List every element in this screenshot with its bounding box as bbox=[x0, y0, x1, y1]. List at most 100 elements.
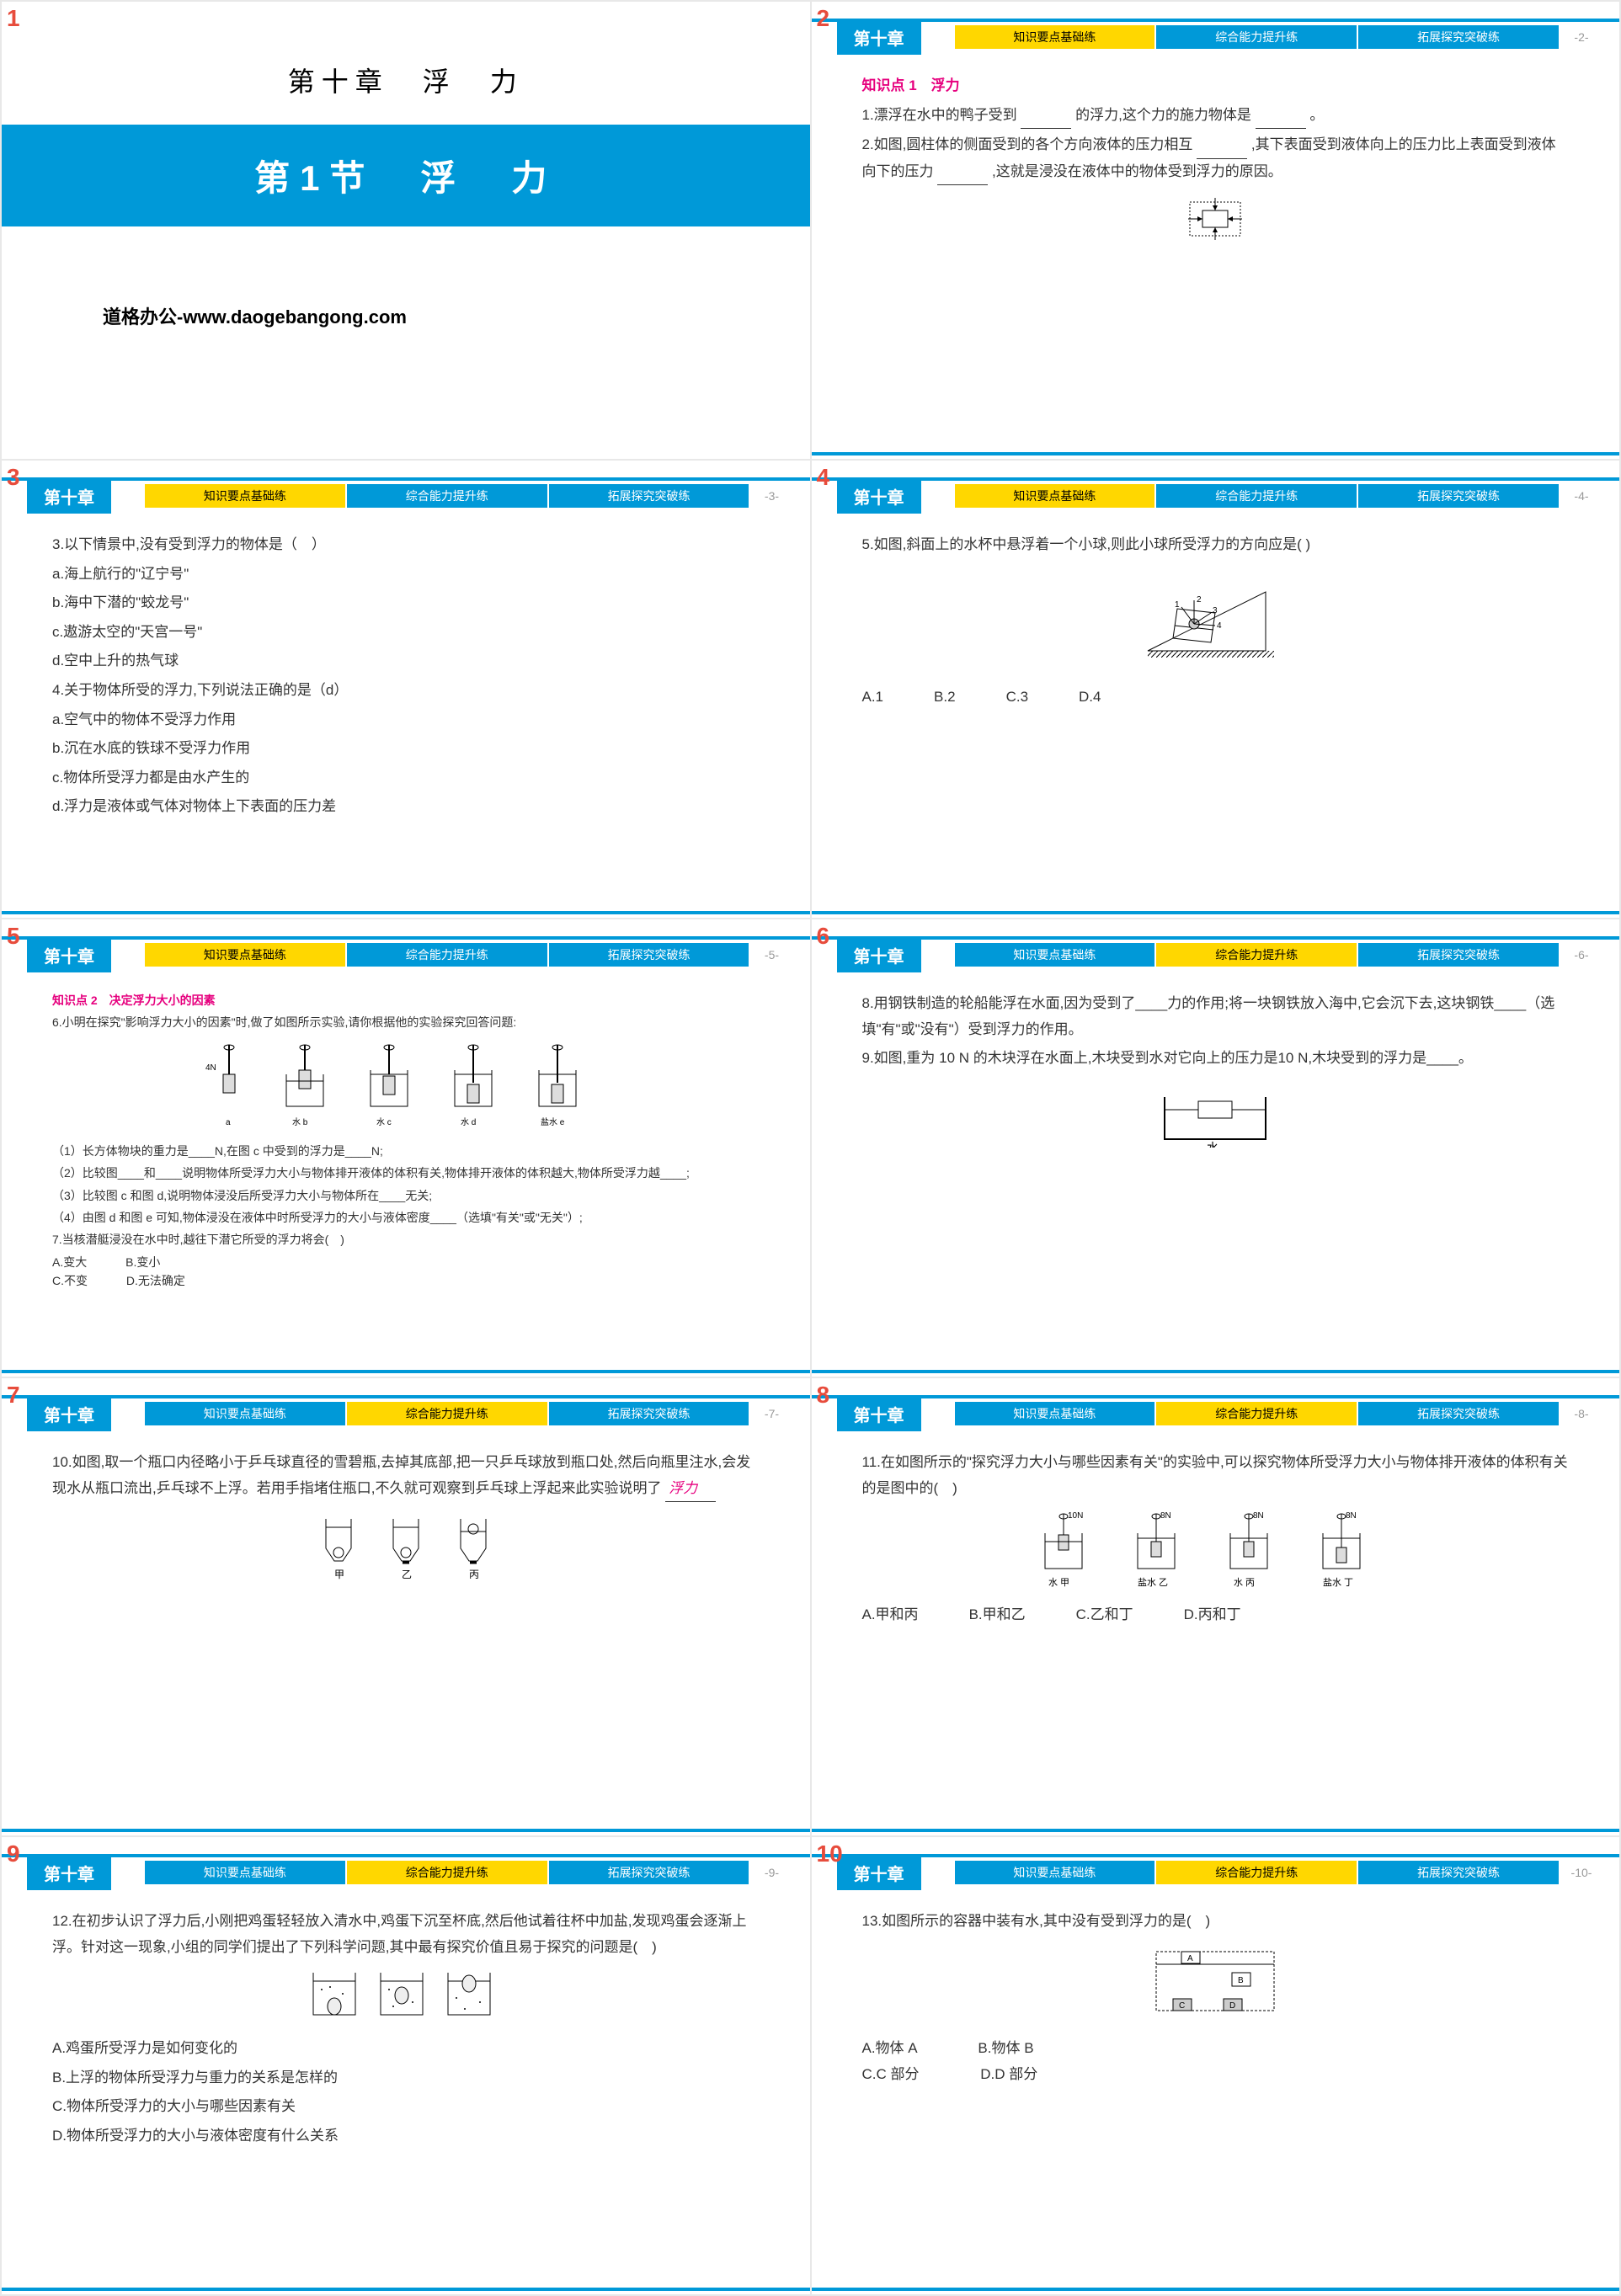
option: a.空气中的物体不受浮力作用 bbox=[52, 707, 760, 733]
question-7: 7.当核潜艇浸没在水中时,越往下潜它所受的浮力将会( ) bbox=[52, 1230, 760, 1249]
slide-number: 9 bbox=[7, 1841, 20, 1867]
svg-text:甲: 甲 bbox=[334, 1569, 344, 1580]
tab-strip: 知识要点基础练 综合能力提升练 拓展探究突破练 -10- bbox=[955, 1861, 1603, 1884]
tab-improve[interactable]: 综合能力提升练 bbox=[347, 484, 549, 508]
tab-improve[interactable]: 综合能力提升练 bbox=[347, 1402, 549, 1425]
option-a: A.甲和丙 bbox=[862, 1602, 919, 1628]
slide-8: 8 第十章 知识要点基础练 综合能力提升练 拓展探究突破练 -8- 11.在如图… bbox=[812, 1378, 1620, 1835]
options: A.变大 B.变小 C.不变 D.无法确定 bbox=[52, 1253, 760, 1291]
egg-diagram bbox=[52, 1968, 760, 2027]
tab-improve[interactable]: 综合能力提升练 bbox=[347, 1861, 549, 1884]
slide-number: 3 bbox=[7, 464, 20, 491]
divider bbox=[2, 1829, 810, 1832]
divider bbox=[2, 936, 810, 940]
option: A.鸡蛋所受浮力是如何变化的 bbox=[52, 2036, 760, 2062]
cylinder-diagram bbox=[862, 194, 1570, 253]
blank bbox=[1197, 132, 1247, 159]
slide-2: 2 第十章 知识要点基础练 综合能力提升练 拓展探究突破练 -2- 知识点 1 … bbox=[812, 2, 1620, 459]
tab-header: 第十章 知识要点基础练 综合能力提升练 拓展探究突破练 -6- bbox=[812, 940, 1620, 970]
tab-extend[interactable]: 拓展探究突破练 bbox=[1358, 1402, 1560, 1425]
tab-extend[interactable]: 拓展探究突破练 bbox=[549, 1402, 751, 1425]
divider bbox=[812, 1395, 1620, 1398]
tab-basic[interactable]: 知识要点基础练 bbox=[955, 484, 1157, 508]
page-number: -5- bbox=[750, 943, 792, 967]
page-number: -10- bbox=[1560, 1861, 1602, 1884]
tab-improve[interactable]: 综合能力提升练 bbox=[1156, 943, 1358, 967]
page-number: -2- bbox=[1560, 25, 1602, 49]
tab-extend[interactable]: 拓展探究突破练 bbox=[549, 484, 751, 508]
svg-text:a: a bbox=[226, 1118, 231, 1127]
svg-text:8N: 8N bbox=[1160, 1511, 1171, 1521]
tab-extend[interactable]: 拓展探究突破练 bbox=[1358, 484, 1560, 508]
content: 知识点 2 决定浮力大小的因素 6.小明在探究"影响浮力大小的因素"时,做了如图… bbox=[2, 970, 810, 1315]
svg-text:乙: 乙 bbox=[402, 1569, 412, 1580]
options-row: A.物体 A B.物体 B C.C 部分 D.D 部分 bbox=[862, 2036, 1570, 2087]
bottle-diagram: 甲 乙 丙 bbox=[52, 1510, 760, 1586]
slide-number: 8 bbox=[817, 1382, 830, 1409]
content: 3.以下情景中,没有受到浮力的物体是（ ） a.海上航行的"辽宁号" b.海中下… bbox=[2, 511, 810, 844]
option: b.沉在水底的铁球不受浮力作用 bbox=[52, 736, 760, 762]
page-number: -6- bbox=[1560, 943, 1602, 967]
option: D.物体所受浮力的大小与液体密度有什么关系 bbox=[52, 2123, 760, 2150]
tab-basic[interactable]: 知识要点基础练 bbox=[145, 1861, 347, 1884]
tab-header: 第十章 知识要点基础练 综合能力提升练 拓展探究突破练 -4- bbox=[812, 481, 1620, 511]
tab-improve[interactable]: 综合能力提升练 bbox=[347, 943, 549, 967]
svg-text:丙: 丙 bbox=[469, 1569, 479, 1580]
option-c: C.3 bbox=[1006, 685, 1028, 711]
tab-header: 第十章 知识要点基础练 综合能力提升练 拓展探究突破练 -8- bbox=[812, 1398, 1620, 1429]
divider bbox=[812, 1854, 1620, 1857]
tab-basic[interactable]: 知识要点基础练 bbox=[145, 943, 347, 967]
slide-4: 4 第十章 知识要点基础练 综合能力提升练 拓展探究突破练 -4- 5.如图,斜… bbox=[812, 461, 1620, 918]
tab-basic[interactable]: 知识要点基础练 bbox=[955, 1402, 1157, 1425]
chapter-label: 第十章 bbox=[837, 20, 921, 55]
tab-extend[interactable]: 拓展探究突破练 bbox=[1358, 1861, 1560, 1884]
sub-question: （4）由图 d 和图 e 可知,物体浸没在液体中时所受浮力的大小与液体密度___… bbox=[52, 1208, 760, 1227]
chapter-label: 第十章 bbox=[27, 1856, 111, 1890]
question-4: 4.关于物体所受的浮力,下列说法正确的是（d） bbox=[52, 678, 760, 704]
svg-text:盐水 丁: 盐水 丁 bbox=[1323, 1577, 1353, 1588]
chapter-label: 第十章 bbox=[837, 1397, 921, 1431]
question-13: 13.如图所示的容器中装有水,其中没有受到浮力的是( ) bbox=[862, 1909, 1570, 1935]
chapter-label: 第十章 bbox=[27, 1397, 111, 1431]
svg-text:4: 4 bbox=[1217, 621, 1222, 631]
option: d.浮力是液体或气体对物体上下表面的压力差 bbox=[52, 794, 760, 820]
content: 5.如图,斜面上的水杯中悬浮着一个小球,则此小球所受浮力的方向应是( ) 2 1… bbox=[812, 511, 1620, 732]
tab-improve[interactable]: 综合能力提升练 bbox=[1156, 484, 1358, 508]
slide-9: 9 第十章 知识要点基础练 综合能力提升练 拓展探究突破练 -9- 12.在初步… bbox=[2, 1837, 810, 2294]
slide-number: 1 bbox=[7, 5, 20, 32]
content: 12.在初步认识了浮力后,小刚把鸡蛋轻轻放入清水中,鸡蛋下沉至杯底,然后他试着往… bbox=[2, 1888, 810, 2174]
divider bbox=[812, 477, 1620, 481]
container-diagram: A B C D bbox=[862, 1943, 1570, 2028]
slide-number: 7 bbox=[7, 1382, 20, 1409]
tab-improve[interactable]: 综合能力提升练 bbox=[1156, 1402, 1358, 1425]
slide-number: 2 bbox=[817, 5, 830, 32]
tab-extend[interactable]: 拓展探究突破练 bbox=[549, 1861, 751, 1884]
svg-text:水 b: 水 b bbox=[292, 1117, 308, 1127]
question-3: 3.以下情景中,没有受到浮力的物体是（ ） bbox=[52, 532, 760, 558]
tab-extend[interactable]: 拓展探究突破练 bbox=[1358, 25, 1560, 49]
tab-basic[interactable]: 知识要点基础练 bbox=[955, 1861, 1157, 1884]
tab-basic[interactable]: 知识要点基础练 bbox=[145, 1402, 347, 1425]
svg-text:水 丙: 水 丙 bbox=[1234, 1577, 1255, 1588]
content: 8.用钢铁制造的轮船能浮在水面,因为受到了____力的作用;将一块钢铁放入海中,… bbox=[812, 970, 1620, 1185]
page-number: -8- bbox=[1560, 1402, 1602, 1425]
blank bbox=[1256, 103, 1306, 130]
tab-basic[interactable]: 知识要点基础练 bbox=[145, 484, 347, 508]
slide-5: 5 第十章 知识要点基础练 综合能力提升练 拓展探究突破练 -5- 知识点 2 … bbox=[2, 919, 810, 1377]
option: C.物体所受浮力的大小与哪些因素有关 bbox=[52, 2094, 760, 2120]
divider bbox=[812, 19, 1620, 22]
chapter-label: 第十章 bbox=[27, 479, 111, 514]
wood-float-diagram: 水 bbox=[862, 1080, 1570, 1157]
tab-basic[interactable]: 知识要点基础练 bbox=[955, 943, 1157, 967]
chapter-label: 第十章 bbox=[837, 1856, 921, 1890]
tab-improve[interactable]: 综合能力提升练 bbox=[1156, 25, 1358, 49]
tab-improve[interactable]: 综合能力提升练 bbox=[1156, 1861, 1358, 1884]
divider bbox=[2, 911, 810, 914]
svg-text:D: D bbox=[1229, 2001, 1235, 2011]
svg-text:水 甲: 水 甲 bbox=[1048, 1577, 1069, 1588]
tab-extend[interactable]: 拓展探究突破练 bbox=[1358, 943, 1560, 967]
tab-extend[interactable]: 拓展探究突破练 bbox=[549, 943, 751, 967]
tab-basic[interactable]: 知识要点基础练 bbox=[955, 25, 1157, 49]
option: a.海上航行的"辽宁号" bbox=[52, 562, 760, 588]
option-b: B.甲和乙 bbox=[969, 1602, 1026, 1628]
